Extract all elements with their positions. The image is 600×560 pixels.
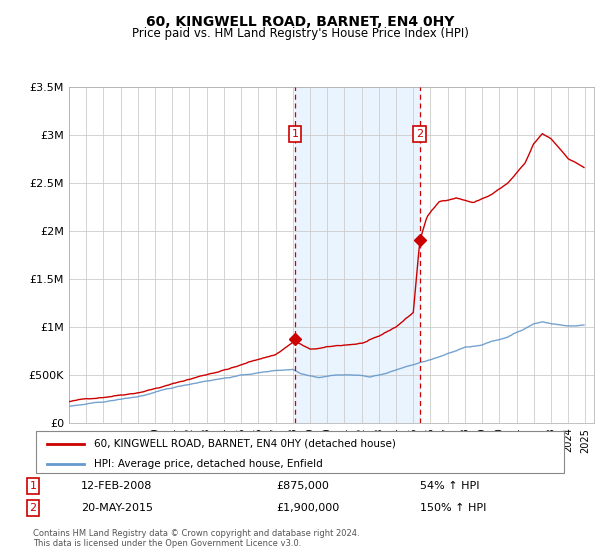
Text: 1: 1 xyxy=(29,481,37,491)
Text: HPI: Average price, detached house, Enfield: HPI: Average price, detached house, Enfi… xyxy=(94,459,323,469)
Text: Price paid vs. HM Land Registry's House Price Index (HPI): Price paid vs. HM Land Registry's House … xyxy=(131,27,469,40)
Text: 12-FEB-2008: 12-FEB-2008 xyxy=(81,481,152,491)
FancyBboxPatch shape xyxy=(36,431,564,473)
Text: 2: 2 xyxy=(29,503,37,513)
Text: £875,000: £875,000 xyxy=(276,481,329,491)
Text: 1: 1 xyxy=(292,129,298,139)
Text: 60, KINGWELL ROAD, BARNET, EN4 0HY (detached house): 60, KINGWELL ROAD, BARNET, EN4 0HY (deta… xyxy=(94,439,396,449)
Text: 54% ↑ HPI: 54% ↑ HPI xyxy=(420,481,479,491)
Text: 150% ↑ HPI: 150% ↑ HPI xyxy=(420,503,487,513)
Text: £1,900,000: £1,900,000 xyxy=(276,503,339,513)
Text: 60, KINGWELL ROAD, BARNET, EN4 0HY: 60, KINGWELL ROAD, BARNET, EN4 0HY xyxy=(146,15,454,29)
Text: Contains HM Land Registry data © Crown copyright and database right 2024.
This d: Contains HM Land Registry data © Crown c… xyxy=(33,529,359,548)
Text: 20-MAY-2015: 20-MAY-2015 xyxy=(81,503,153,513)
Bar xyxy=(295,87,420,423)
Text: 2: 2 xyxy=(416,129,424,139)
